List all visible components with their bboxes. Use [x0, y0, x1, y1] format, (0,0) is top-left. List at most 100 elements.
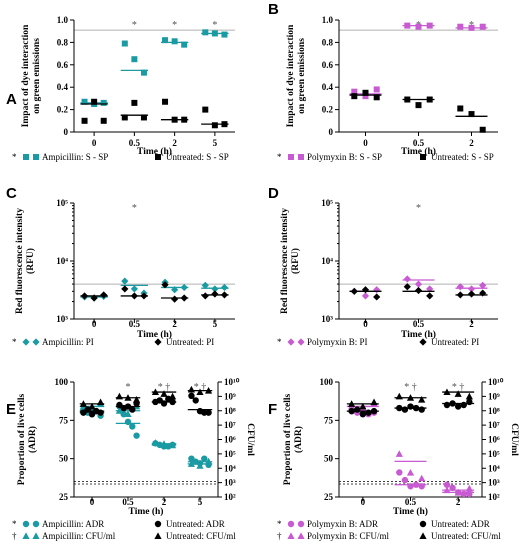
y-tick-label-b: 1.0: [322, 15, 334, 25]
data-point-a: [221, 31, 228, 38]
significance-marker-a: *: [172, 20, 177, 31]
data-point-b: [373, 86, 380, 93]
y-tick-label-f: 25: [324, 492, 334, 502]
y-axis-title-line-b: on green emissions: [297, 38, 307, 114]
data-point-f: [395, 450, 403, 457]
legend-label-f: Untreated: CFU/ml: [431, 531, 501, 541]
legend-label-e: Untreated: CFU/ml: [166, 531, 236, 541]
data-point-f: [407, 483, 414, 490]
y2-tick-label-f: 10¹⁰: [488, 377, 504, 387]
y2-tick-label-f: 10³: [488, 478, 500, 488]
y-axis-title-line-a: on green emissions: [32, 38, 42, 114]
legend-label-c: Untreated: PI: [166, 337, 214, 347]
data-point-d: [361, 292, 370, 300]
data-point-b: [468, 111, 475, 118]
data-point-f: [406, 468, 415, 476]
legend-marker-b: [298, 154, 304, 160]
data-point-e: [204, 457, 213, 465]
data-point-c: [130, 285, 138, 293]
y-tick-label-a: 0.4: [57, 82, 69, 92]
x-tick-label-f: 0.5: [405, 497, 417, 507]
legend-prefix-f: *: [277, 519, 282, 529]
data-point-f: [401, 406, 409, 413]
data-point-f: [460, 401, 467, 409]
legend-marker-a: [33, 154, 39, 160]
legend-prefix-b: *: [277, 152, 282, 162]
panel-letter-f: F: [268, 401, 277, 418]
data-point-a: [171, 38, 178, 45]
significance-marker-f: * †: [404, 382, 417, 393]
data-point-f: [466, 398, 473, 406]
y-axis-title-a: Impact of dye interaction on green emissi…: [21, 24, 42, 127]
data-point-b: [362, 93, 369, 100]
y2-tick-label-f: 10⁴: [488, 463, 500, 473]
x-tick-label-c: 2: [172, 319, 177, 329]
data-point-a: [202, 106, 209, 113]
legend-label-d: Polymyxin B: PI: [307, 337, 368, 347]
y-tick-label-a: 1.0: [57, 15, 69, 25]
data-point-f: [460, 490, 467, 498]
data-point-f: [443, 481, 451, 488]
data-point-d: [373, 286, 381, 294]
data-point-f: [418, 406, 425, 413]
y2-tick-label-e: 10¹⁰: [224, 377, 240, 387]
x-axis-title-a: Time (h): [137, 146, 172, 157]
y-tick-label-f: 100: [320, 377, 334, 387]
legend-marker-b: [420, 154, 426, 160]
y-axis-title-line-f: Proportion of live cells: [283, 394, 293, 486]
legend-marker-c: [32, 338, 40, 346]
y-tick-label-b: 0.8: [322, 37, 334, 47]
data-point-f: [465, 392, 473, 400]
x-axis-title-d: Time (h): [401, 329, 436, 340]
legend-prefix-d: *: [277, 337, 282, 347]
data-point-c: [90, 294, 98, 302]
data-point-e: [192, 397, 199, 404]
data-point-e: [201, 455, 208, 462]
data-point-f: [359, 411, 367, 418]
data-point-e: [88, 402, 96, 410]
y-tick-label-a: 0.2: [57, 105, 69, 115]
legend-marker-c: [22, 338, 30, 346]
legend-label-f: Untreated: ADR: [431, 519, 490, 529]
legend-prefix-e: *: [12, 519, 17, 529]
y-axis-title-e: Proportion of live cells (ADR): [17, 394, 38, 486]
data-point-a: [121, 40, 128, 47]
data-point-f: [418, 474, 426, 482]
y-tick-label-d: 10⁵: [321, 198, 333, 208]
data-point-f: [359, 402, 367, 410]
data-point-d: [403, 275, 411, 283]
x-tick-label-d: 2: [469, 319, 474, 329]
data-point-f: [365, 409, 372, 416]
x-tick-label-a: 0.5: [129, 138, 141, 148]
data-point-e: [97, 409, 104, 416]
legend-marker-e: [154, 520, 162, 528]
y-axis-title-line-f: (ADR): [293, 426, 304, 453]
x-tick-label-e: 5: [198, 497, 203, 507]
data-point-a: [91, 98, 98, 105]
y-axis-title-line-e: Proportion of live cells: [17, 394, 27, 486]
x-tick-label-f: 2: [456, 497, 461, 507]
data-point-e: [124, 410, 132, 417]
x-axis-title-e: Time (h): [129, 506, 164, 517]
legend-label-b: Polymyxin B: S - SP: [307, 152, 382, 162]
data-point-a: [162, 98, 169, 105]
x-axis-title-c: Time (h): [137, 329, 172, 340]
panel-b: B 0 0.2 0.4 0.6 0.8 1.0 0 0.5 2 Time (h) Impact of …: [268, 1, 498, 162]
y2-tick-label-e: 10⁹: [224, 391, 236, 401]
data-point-d: [403, 283, 411, 291]
legend-marker-d: [297, 338, 305, 346]
x-tick-label-b: 2: [469, 138, 474, 148]
data-point-d: [414, 280, 423, 288]
data-point-f: [466, 490, 473, 498]
y2-tick-label-f: 10²: [488, 492, 500, 502]
legend-prefix-e: †: [12, 531, 17, 541]
y-axis-title-line-c: (RFU): [25, 248, 36, 274]
legend-label-f: Polymyxin B: ADR: [307, 519, 378, 529]
legend-marker-a: [23, 154, 29, 160]
data-point-b: [457, 23, 464, 30]
panel-a: A 0 0.2 0.4 0.6 0.8 1.0 0 0.5 2 5 Time (h) Impact of…: [6, 15, 235, 162]
significance-marker-f: * †: [452, 382, 465, 393]
panel-f: F 25 50 75 100 10² 10³ 10⁴ 10⁵ 10⁶ 10⁷ 10⁸ 10⁹ 10¹⁰ CF…: [268, 377, 519, 541]
data-point-e: [196, 388, 204, 396]
legend-label-d: Untreated: PI: [431, 337, 479, 347]
